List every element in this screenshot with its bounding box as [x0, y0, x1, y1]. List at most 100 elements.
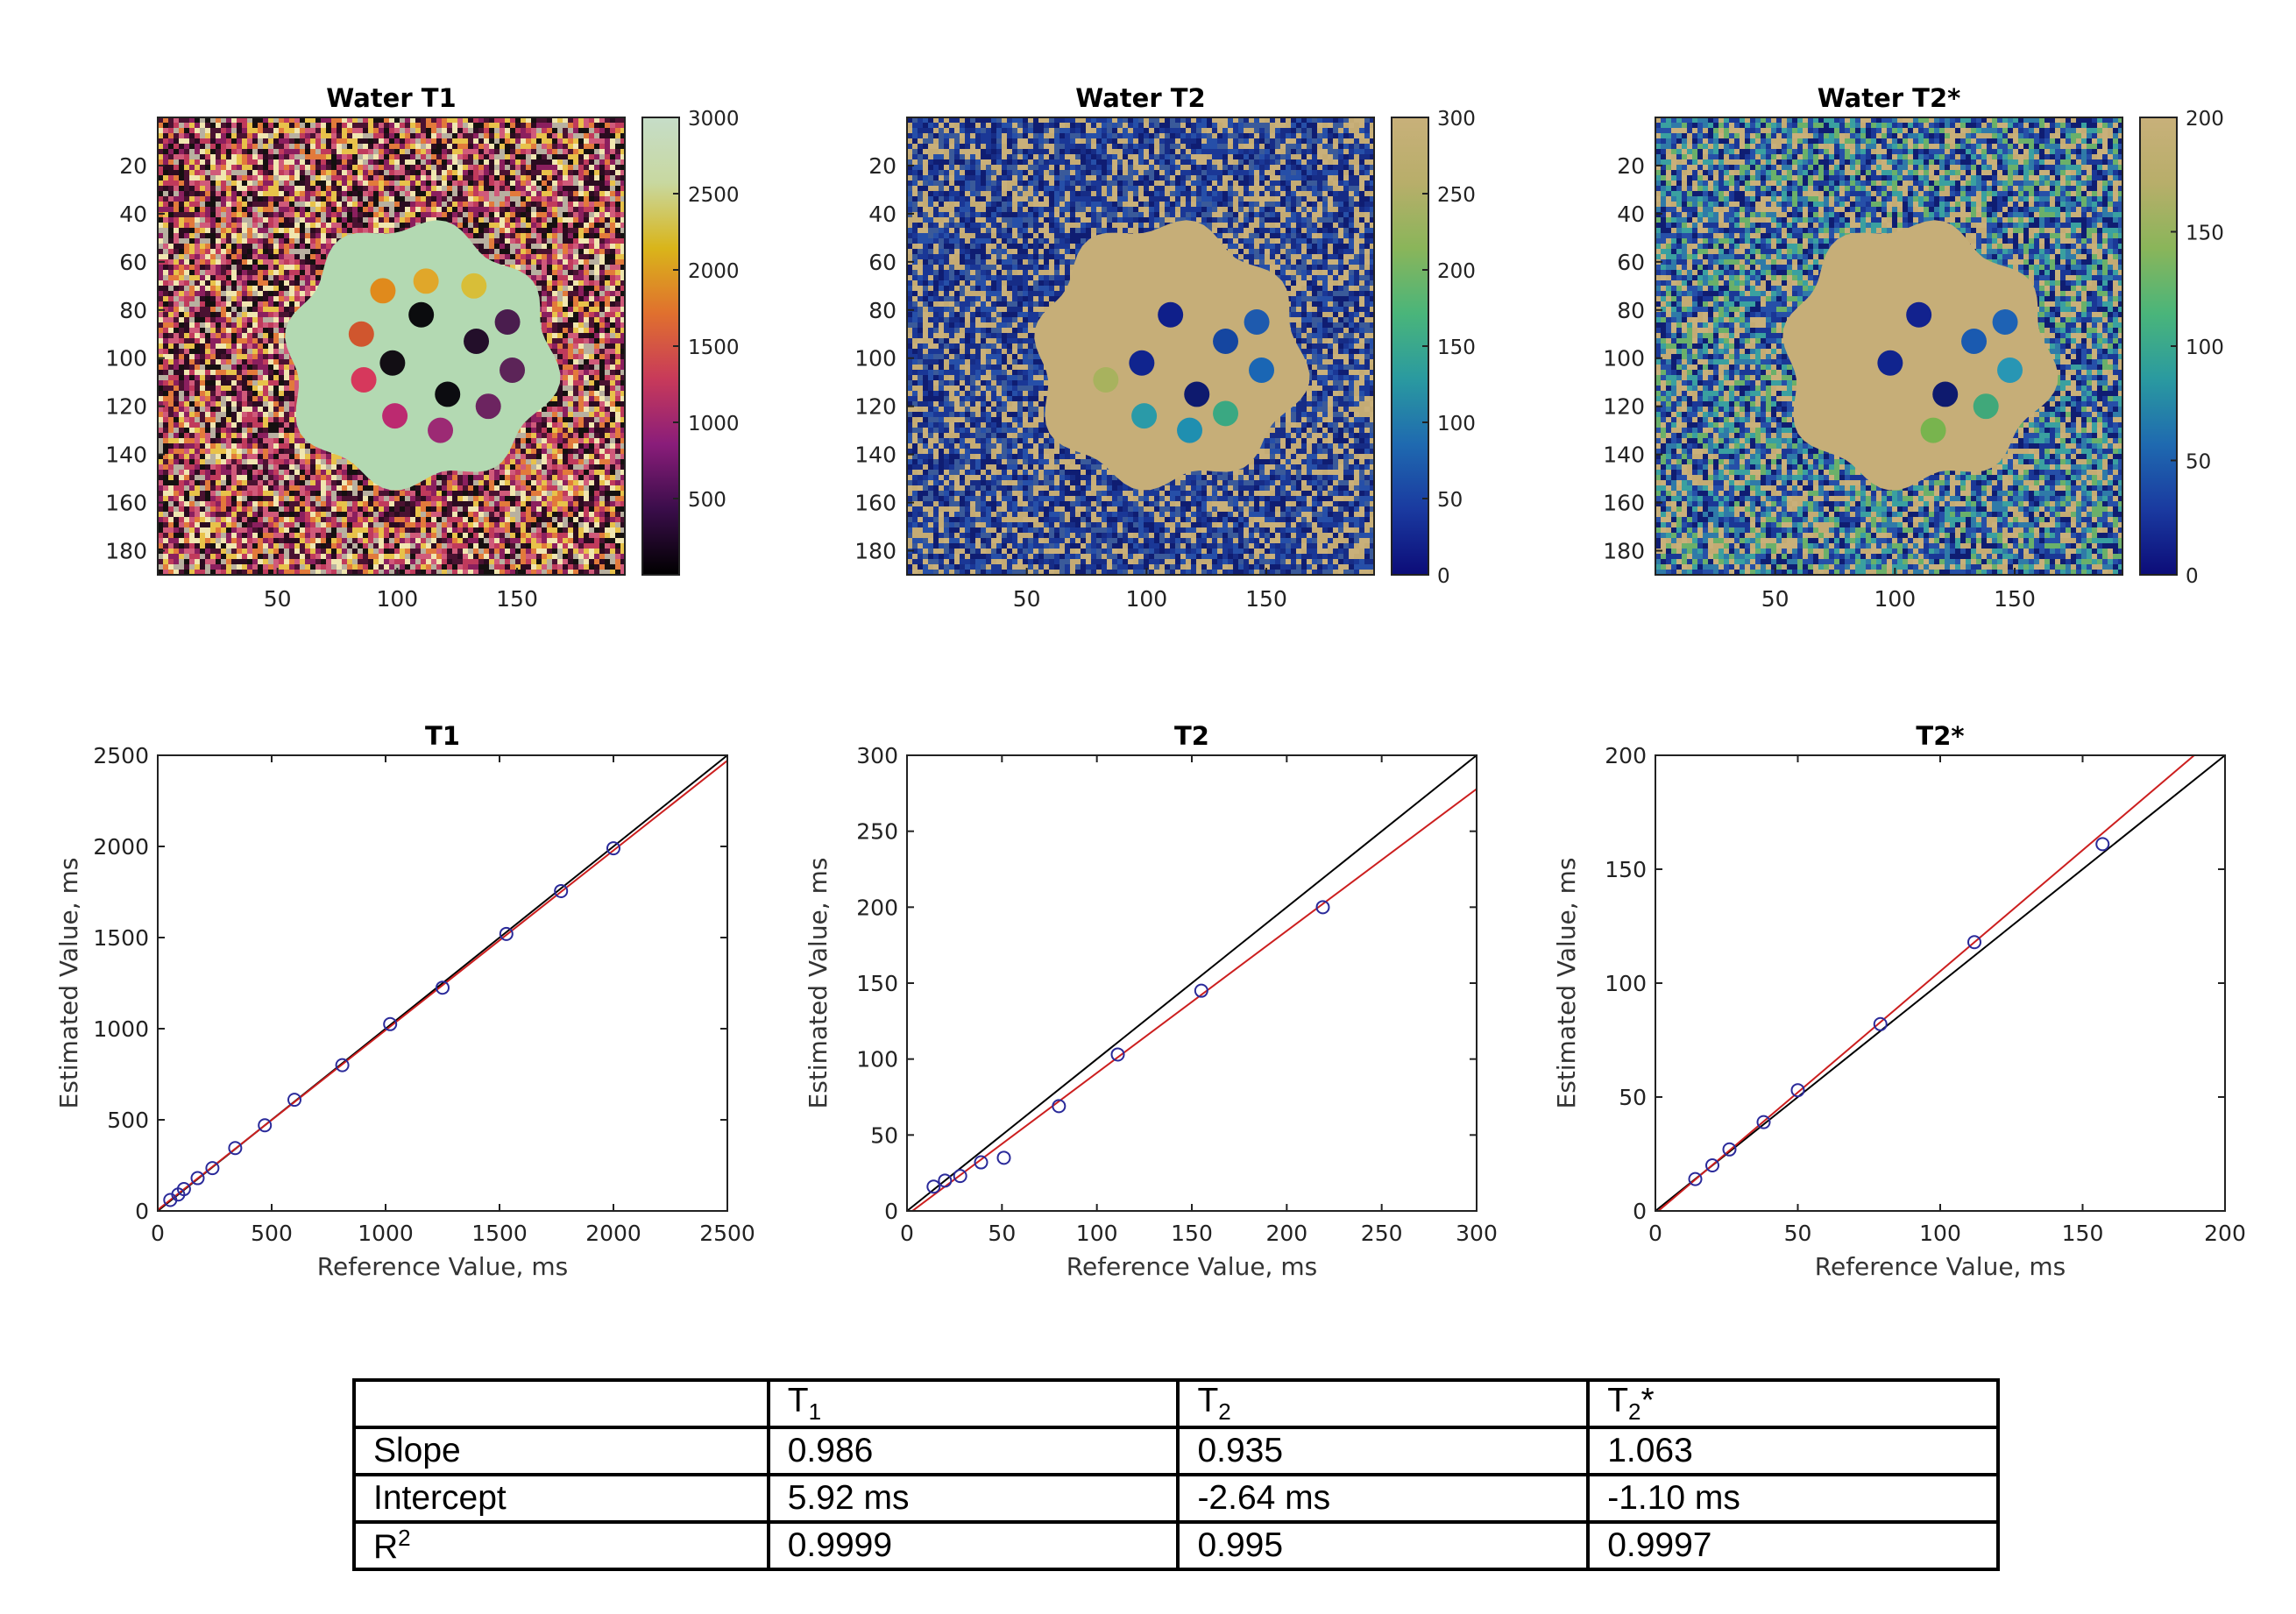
noise-pixel: [584, 312, 589, 317]
noise-pixel: [200, 317, 205, 322]
noise-pixel: [594, 322, 599, 328]
noise-pixel: [252, 165, 258, 170]
noise-pixel: [426, 128, 431, 133]
noise-pixel: [505, 175, 510, 181]
noise-pixel: [247, 154, 252, 159]
noise-pixel: [457, 217, 463, 223]
noise-pixel: [594, 265, 599, 270]
noise-pixel: [168, 265, 174, 270]
noise-pixel: [599, 144, 605, 149]
noise-pixel: [273, 265, 279, 270]
noise-pixel: [310, 175, 315, 181]
noise-pixel: [484, 175, 489, 181]
noise-pixel: [552, 149, 557, 154]
noise-pixel: [394, 123, 400, 128]
noise-pixel: [578, 133, 584, 138]
noise-pixel: [584, 338, 589, 343]
noise-pixel: [563, 328, 568, 333]
noise-pixel: [210, 191, 216, 196]
noise-pixel: [515, 217, 521, 223]
noise-pixel: [563, 249, 568, 254]
noise-pixel: [599, 138, 605, 144]
noise-pixel: [205, 312, 210, 317]
noise-pixel: [163, 328, 168, 333]
noise-pixel: [310, 186, 315, 191]
noise-pixel: [542, 238, 547, 244]
noise-pixel: [394, 144, 400, 149]
noise-pixel: [279, 386, 284, 391]
noise-pixel: [436, 128, 442, 133]
noise-pixel: [179, 307, 184, 312]
noise-pixel: [247, 380, 252, 386]
noise-pixel: [315, 270, 321, 275]
noise-pixel: [279, 291, 284, 296]
noise-pixel: [452, 186, 457, 191]
noise-pixel: [179, 117, 184, 123]
noise-pixel: [547, 212, 552, 217]
noise-pixel: [494, 144, 500, 149]
noise-pixel: [294, 370, 300, 375]
noise-pixel: [231, 133, 237, 138]
noise-pixel: [158, 144, 163, 149]
noise-pixel: [163, 181, 168, 186]
noise-pixel: [552, 328, 557, 333]
noise-pixel: [263, 328, 268, 333]
noise-pixel: [521, 196, 526, 202]
noise-pixel: [216, 186, 221, 191]
noise-pixel: [326, 244, 331, 249]
noise-pixel: [620, 322, 625, 328]
noise-pixel: [542, 244, 547, 249]
noise-pixel: [563, 396, 568, 401]
noise-pixel: [521, 165, 526, 170]
noise-pixel: [237, 365, 242, 370]
noise-pixel: [195, 144, 200, 149]
noise-pixel: [310, 144, 315, 149]
noise-pixel: [321, 207, 326, 212]
noise-pixel: [405, 196, 410, 202]
noise-pixel: [179, 254, 184, 259]
noise-pixel: [205, 254, 210, 259]
noise-pixel: [405, 202, 410, 207]
noise-pixel: [542, 275, 547, 280]
noise-pixel: [473, 138, 478, 144]
noise-pixel: [578, 286, 584, 291]
noise-pixel: [242, 159, 247, 165]
noise-pixel: [284, 175, 289, 181]
noise-pixel: [231, 249, 237, 254]
noise-pixel: [184, 170, 189, 175]
noise-pixel: [484, 196, 489, 202]
noise-pixel: [279, 196, 284, 202]
noise-pixel: [337, 196, 342, 202]
noise-pixel: [226, 354, 231, 359]
noise-pixel: [436, 207, 442, 212]
noise-pixel: [584, 396, 589, 401]
noise-pixel: [589, 202, 594, 207]
noise-pixel: [179, 343, 184, 349]
noise-pixel: [363, 217, 368, 223]
noise-pixel: [620, 207, 625, 212]
noise-pixel: [321, 265, 326, 270]
noise-pixel: [542, 301, 547, 307]
noise-pixel: [342, 175, 347, 181]
noise-pixel: [557, 386, 563, 391]
noise-pixel: [536, 202, 542, 207]
noise-pixel: [263, 396, 268, 401]
noise-pixel: [289, 254, 294, 259]
noise-pixel: [363, 159, 368, 165]
noise-pixel: [568, 265, 573, 270]
noise-pixel: [263, 191, 268, 196]
noise-pixel: [589, 396, 594, 401]
noise-pixel: [515, 223, 521, 228]
noise-pixel: [436, 149, 442, 154]
noise-pixel: [552, 265, 557, 270]
noise-pixel: [394, 133, 400, 138]
noise-pixel: [252, 259, 258, 265]
noise-pixel: [279, 254, 284, 259]
noise-pixel: [552, 249, 557, 254]
noise-pixel: [447, 133, 452, 138]
noise-pixel: [352, 133, 358, 138]
noise-pixel: [189, 238, 195, 244]
noise-pixel: [552, 238, 557, 244]
noise-pixel: [289, 286, 294, 291]
noise-pixel: [252, 233, 258, 238]
